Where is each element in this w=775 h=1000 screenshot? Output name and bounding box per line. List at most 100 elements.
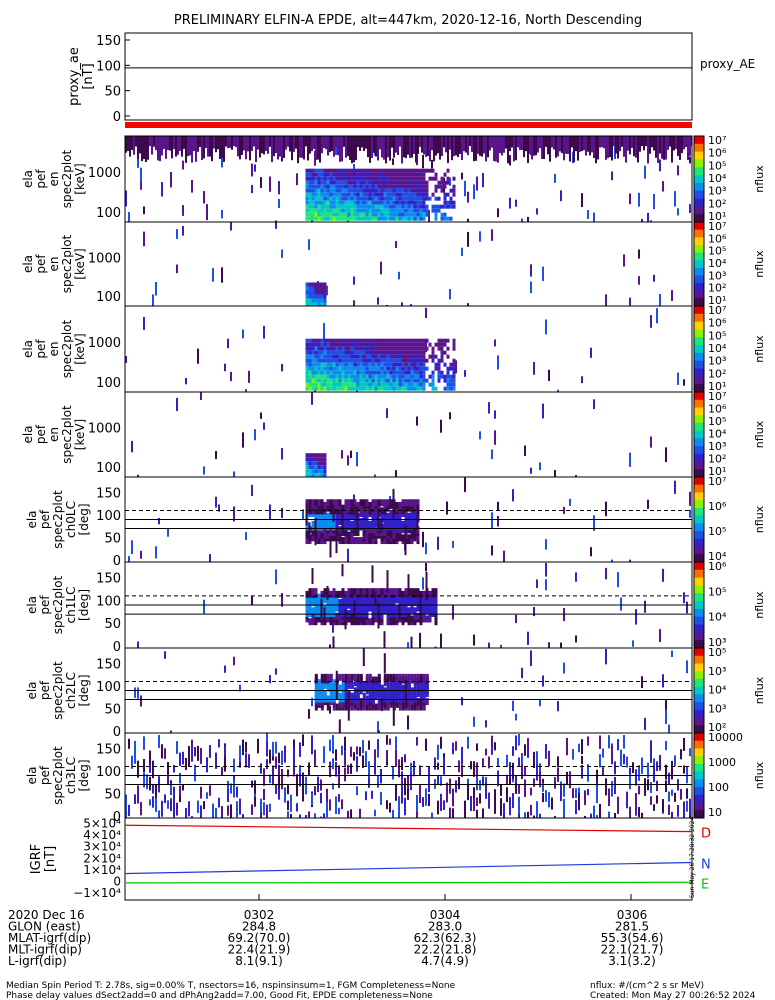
event-cell: [350, 382, 354, 387]
noise-cell: [638, 192, 640, 207]
top-band-cell: [213, 136, 215, 149]
event-cell: [326, 703, 330, 711]
event-cell: [317, 200, 321, 205]
event-cell: [332, 212, 336, 217]
heat-cells: [125, 733, 691, 818]
top-band-cell: [511, 136, 513, 148]
event-cell: [410, 350, 414, 355]
event-cell: [629, 767, 631, 779]
event-cell: [359, 358, 363, 363]
event-cell: [311, 792, 313, 806]
noise-cell: [587, 788, 589, 796]
event-cell: [416, 534, 420, 542]
event-cell: [326, 350, 330, 355]
event-cell: [314, 192, 318, 197]
colorbar-tick: 10²: [708, 367, 726, 380]
event-cell: [416, 681, 420, 689]
event-cell: [533, 751, 535, 768]
event-cell: [386, 216, 390, 221]
ylabel-line: en: [47, 342, 61, 357]
event-cell: [419, 703, 423, 711]
event-cell: [320, 378, 324, 383]
event-cell: [635, 769, 637, 786]
event-cell: [404, 354, 408, 359]
event-cell: [416, 346, 420, 351]
top-band-cell: [303, 136, 305, 160]
event-cell: [308, 465, 312, 470]
event-cell: [374, 196, 378, 201]
event-cell: [323, 204, 327, 209]
event-cell: [134, 794, 136, 804]
top-band-cell: [195, 136, 197, 162]
noise-cell: [224, 363, 226, 372]
event-cell: [329, 739, 331, 752]
noise-cell: [677, 165, 679, 176]
noise-cell: [554, 173, 556, 183]
noise-cell: [395, 470, 397, 477]
noise-cell: [356, 452, 358, 467]
colorbar-tick: 10⁴: [708, 684, 727, 697]
event-cell: [452, 192, 456, 197]
heat-cells: [125, 307, 685, 392]
event-cell: [650, 782, 652, 793]
event-cell: [335, 188, 339, 193]
colorbar-label: nflux: [753, 505, 766, 533]
event-cell: [338, 370, 342, 375]
event-cell: [314, 342, 318, 347]
event-cell: [320, 282, 324, 287]
event-cell: [149, 750, 151, 765]
colorbar-tick: 10⁴: [708, 257, 727, 270]
event-cell: [350, 386, 354, 391]
noise-cell: [485, 748, 487, 756]
event-cell: [314, 294, 318, 299]
top-band-cell: [611, 136, 613, 161]
event-cell: [431, 204, 435, 209]
event-cell: [398, 531, 402, 539]
event-cell: [158, 810, 160, 818]
top-band-cell: [475, 136, 477, 161]
event-cell: [386, 695, 390, 703]
colorbar-tick: 10⁵: [708, 159, 726, 172]
event-cell: [398, 168, 402, 173]
event-cell: [413, 180, 417, 185]
noise-cell: [269, 504, 271, 521]
noise-cell: [197, 348, 199, 364]
event-cell: [356, 342, 360, 347]
event-cell: [404, 698, 408, 706]
event-cell: [350, 763, 352, 774]
event-cell: [392, 531, 396, 539]
event-cell: [305, 286, 309, 291]
colorbar-cell: [694, 325, 704, 330]
event-cell: [425, 208, 429, 213]
event-cell: [230, 808, 232, 818]
event-cell: [317, 374, 321, 379]
event-cell: [368, 172, 372, 177]
event-cell: [317, 386, 321, 391]
event-cell: [356, 537, 360, 545]
noise-cell: [137, 474, 139, 477]
event-cell: [398, 192, 402, 197]
event-cell: [404, 338, 408, 343]
event-cell: [305, 216, 309, 221]
event-cell: [476, 762, 478, 779]
event-cell: [341, 196, 345, 201]
event-cell: [137, 760, 139, 778]
noise-cell: [248, 370, 250, 383]
event-cell: [437, 180, 441, 185]
spike-cell: [392, 699, 395, 726]
top-band-cell: [129, 136, 131, 157]
event-cell: [347, 610, 351, 618]
noise-cell: [152, 796, 154, 808]
event-cell: [374, 188, 378, 193]
event-cell: [368, 673, 372, 681]
event-cell: [386, 386, 390, 391]
event-cell: [386, 504, 390, 512]
event-cell: [389, 362, 393, 367]
event-cell: [335, 366, 339, 371]
event-cell: [656, 780, 658, 792]
colorbar-cell: [694, 171, 704, 176]
event-cell: [161, 744, 163, 759]
heat-cells: [137, 562, 688, 648]
event-cell: [308, 762, 310, 776]
